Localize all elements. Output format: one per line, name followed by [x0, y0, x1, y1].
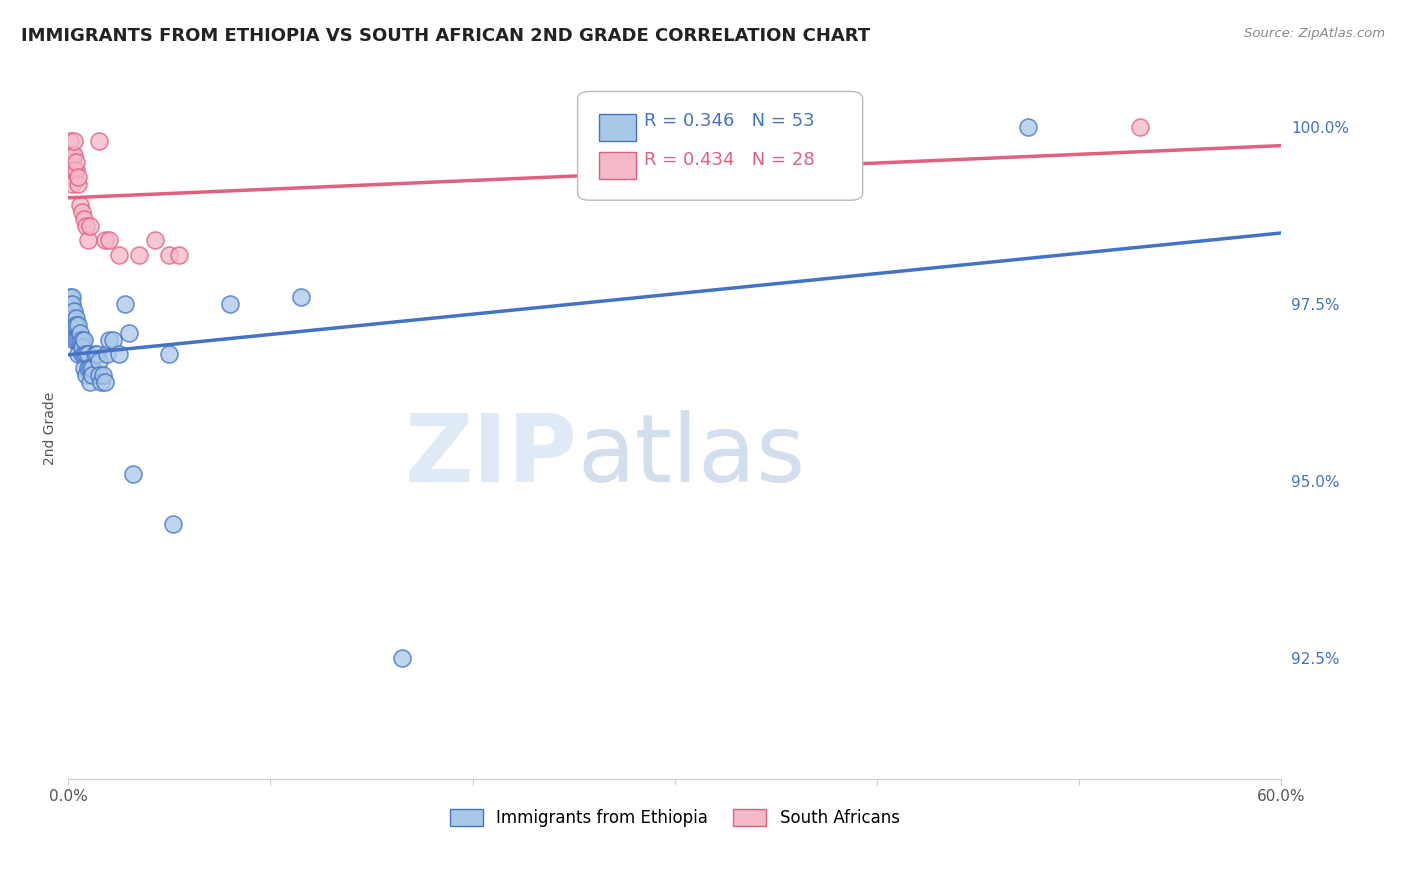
Point — [1129, 120, 1152, 134]
Point — [67, 169, 90, 184]
Point — [59, 297, 82, 311]
Point — [59, 148, 82, 162]
Point — [60, 290, 83, 304]
Point — [65, 155, 87, 169]
Point — [290, 290, 312, 304]
Point — [73, 333, 96, 347]
Point — [91, 368, 114, 382]
Point — [67, 318, 90, 333]
Point — [143, 234, 166, 248]
Point — [83, 347, 105, 361]
Point — [93, 234, 115, 248]
Point — [86, 347, 108, 361]
Point — [157, 247, 180, 261]
Point — [63, 162, 86, 177]
Point — [60, 177, 83, 191]
Point — [69, 326, 91, 340]
Point — [63, 134, 86, 148]
Point — [157, 347, 180, 361]
Point — [65, 162, 87, 177]
Point — [101, 333, 124, 347]
Point — [72, 205, 94, 219]
Point — [219, 297, 242, 311]
Text: ZIP: ZIP — [405, 410, 578, 502]
Point — [79, 375, 101, 389]
Point — [60, 304, 83, 318]
Point — [69, 333, 91, 347]
Point — [77, 234, 100, 248]
Point — [90, 375, 112, 389]
Point — [75, 219, 97, 234]
Point — [65, 318, 87, 333]
Point — [87, 368, 110, 382]
Point — [118, 326, 141, 340]
Point — [128, 247, 150, 261]
Point — [60, 311, 83, 326]
Point — [60, 148, 83, 162]
Text: R = 0.434   N = 28: R = 0.434 N = 28 — [644, 151, 815, 169]
Point — [73, 361, 96, 376]
Point — [63, 318, 86, 333]
Point — [82, 361, 104, 376]
Text: atlas: atlas — [578, 410, 806, 502]
Point — [77, 361, 100, 376]
Point — [67, 347, 90, 361]
Point — [87, 354, 110, 368]
Point — [114, 297, 136, 311]
Point — [67, 333, 90, 347]
Point — [69, 198, 91, 212]
Point — [169, 247, 191, 261]
Point — [122, 467, 145, 482]
Point — [59, 311, 82, 326]
Legend: Immigrants from Ethiopia, South Africans: Immigrants from Ethiopia, South Africans — [443, 802, 907, 834]
Point — [107, 247, 129, 261]
Text: Source: ZipAtlas.com: Source: ZipAtlas.com — [1244, 27, 1385, 40]
Point — [72, 340, 94, 354]
Point — [96, 347, 118, 361]
Point — [59, 290, 82, 304]
Text: R = 0.346   N = 53: R = 0.346 N = 53 — [644, 112, 815, 130]
Point — [65, 333, 87, 347]
Point — [72, 333, 94, 347]
Point — [79, 361, 101, 376]
Point — [87, 134, 110, 148]
Point — [1017, 120, 1039, 134]
Point — [97, 333, 120, 347]
Point — [82, 368, 104, 382]
Point — [59, 318, 82, 333]
Point — [72, 347, 94, 361]
Point — [75, 368, 97, 382]
Point — [65, 311, 87, 326]
Point — [73, 212, 96, 227]
FancyBboxPatch shape — [578, 92, 863, 200]
Y-axis label: 2nd Grade: 2nd Grade — [44, 392, 58, 465]
Point — [93, 375, 115, 389]
Point — [162, 516, 184, 531]
Text: IMMIGRANTS FROM ETHIOPIA VS SOUTH AFRICAN 2ND GRADE CORRELATION CHART: IMMIGRANTS FROM ETHIOPIA VS SOUTH AFRICA… — [21, 27, 870, 45]
Point — [59, 134, 82, 148]
Bar — [599, 114, 636, 141]
Point — [79, 219, 101, 234]
Point — [77, 347, 100, 361]
Point — [60, 155, 83, 169]
Point — [60, 297, 83, 311]
Point — [63, 333, 86, 347]
Point — [67, 177, 90, 191]
Point — [73, 347, 96, 361]
Point — [63, 304, 86, 318]
Bar — [599, 153, 636, 179]
Point — [63, 148, 86, 162]
Point — [75, 347, 97, 361]
Point — [97, 234, 120, 248]
Point — [107, 347, 129, 361]
Point — [391, 651, 413, 665]
Point — [59, 162, 82, 177]
